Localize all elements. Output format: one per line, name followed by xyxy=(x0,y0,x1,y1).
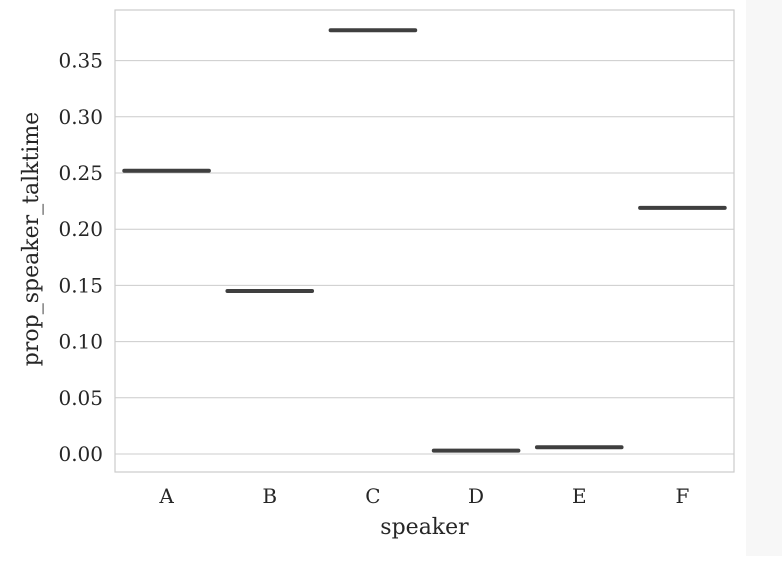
x-axis-label: speaker xyxy=(380,515,469,540)
x-axis-ticks: A B C D E F xyxy=(158,484,689,508)
y-tick-label: 0.10 xyxy=(58,330,103,354)
y-tick-label: 0.20 xyxy=(58,217,103,241)
plot-area-frame xyxy=(114,9,735,473)
y-axis-ticks: 0.00 0.05 0.10 0.15 0.20 0.25 0.30 0.35 xyxy=(58,49,103,466)
x-tick-label-f: F xyxy=(675,484,689,508)
right-margin-strip xyxy=(746,0,782,556)
x-tick-label-d: D xyxy=(468,484,484,508)
y-tick-label: 0.35 xyxy=(58,49,103,73)
x-tick-label-a: A xyxy=(158,484,174,508)
y-axis-label: prop_speaker_talktime xyxy=(19,112,44,366)
x-tick-label-e: E xyxy=(572,484,587,508)
y-tick-label: 0.00 xyxy=(58,442,103,466)
y-tick-label: 0.15 xyxy=(58,273,103,297)
median-lines xyxy=(122,28,727,453)
y-tick-label: 0.30 xyxy=(58,105,103,129)
grid-lines xyxy=(115,60,734,455)
y-tick-label: 0.05 xyxy=(58,386,103,410)
x-tick-label-b: B xyxy=(262,484,277,508)
x-tick-label-c: C xyxy=(365,484,380,508)
y-tick-label: 0.25 xyxy=(58,161,103,185)
